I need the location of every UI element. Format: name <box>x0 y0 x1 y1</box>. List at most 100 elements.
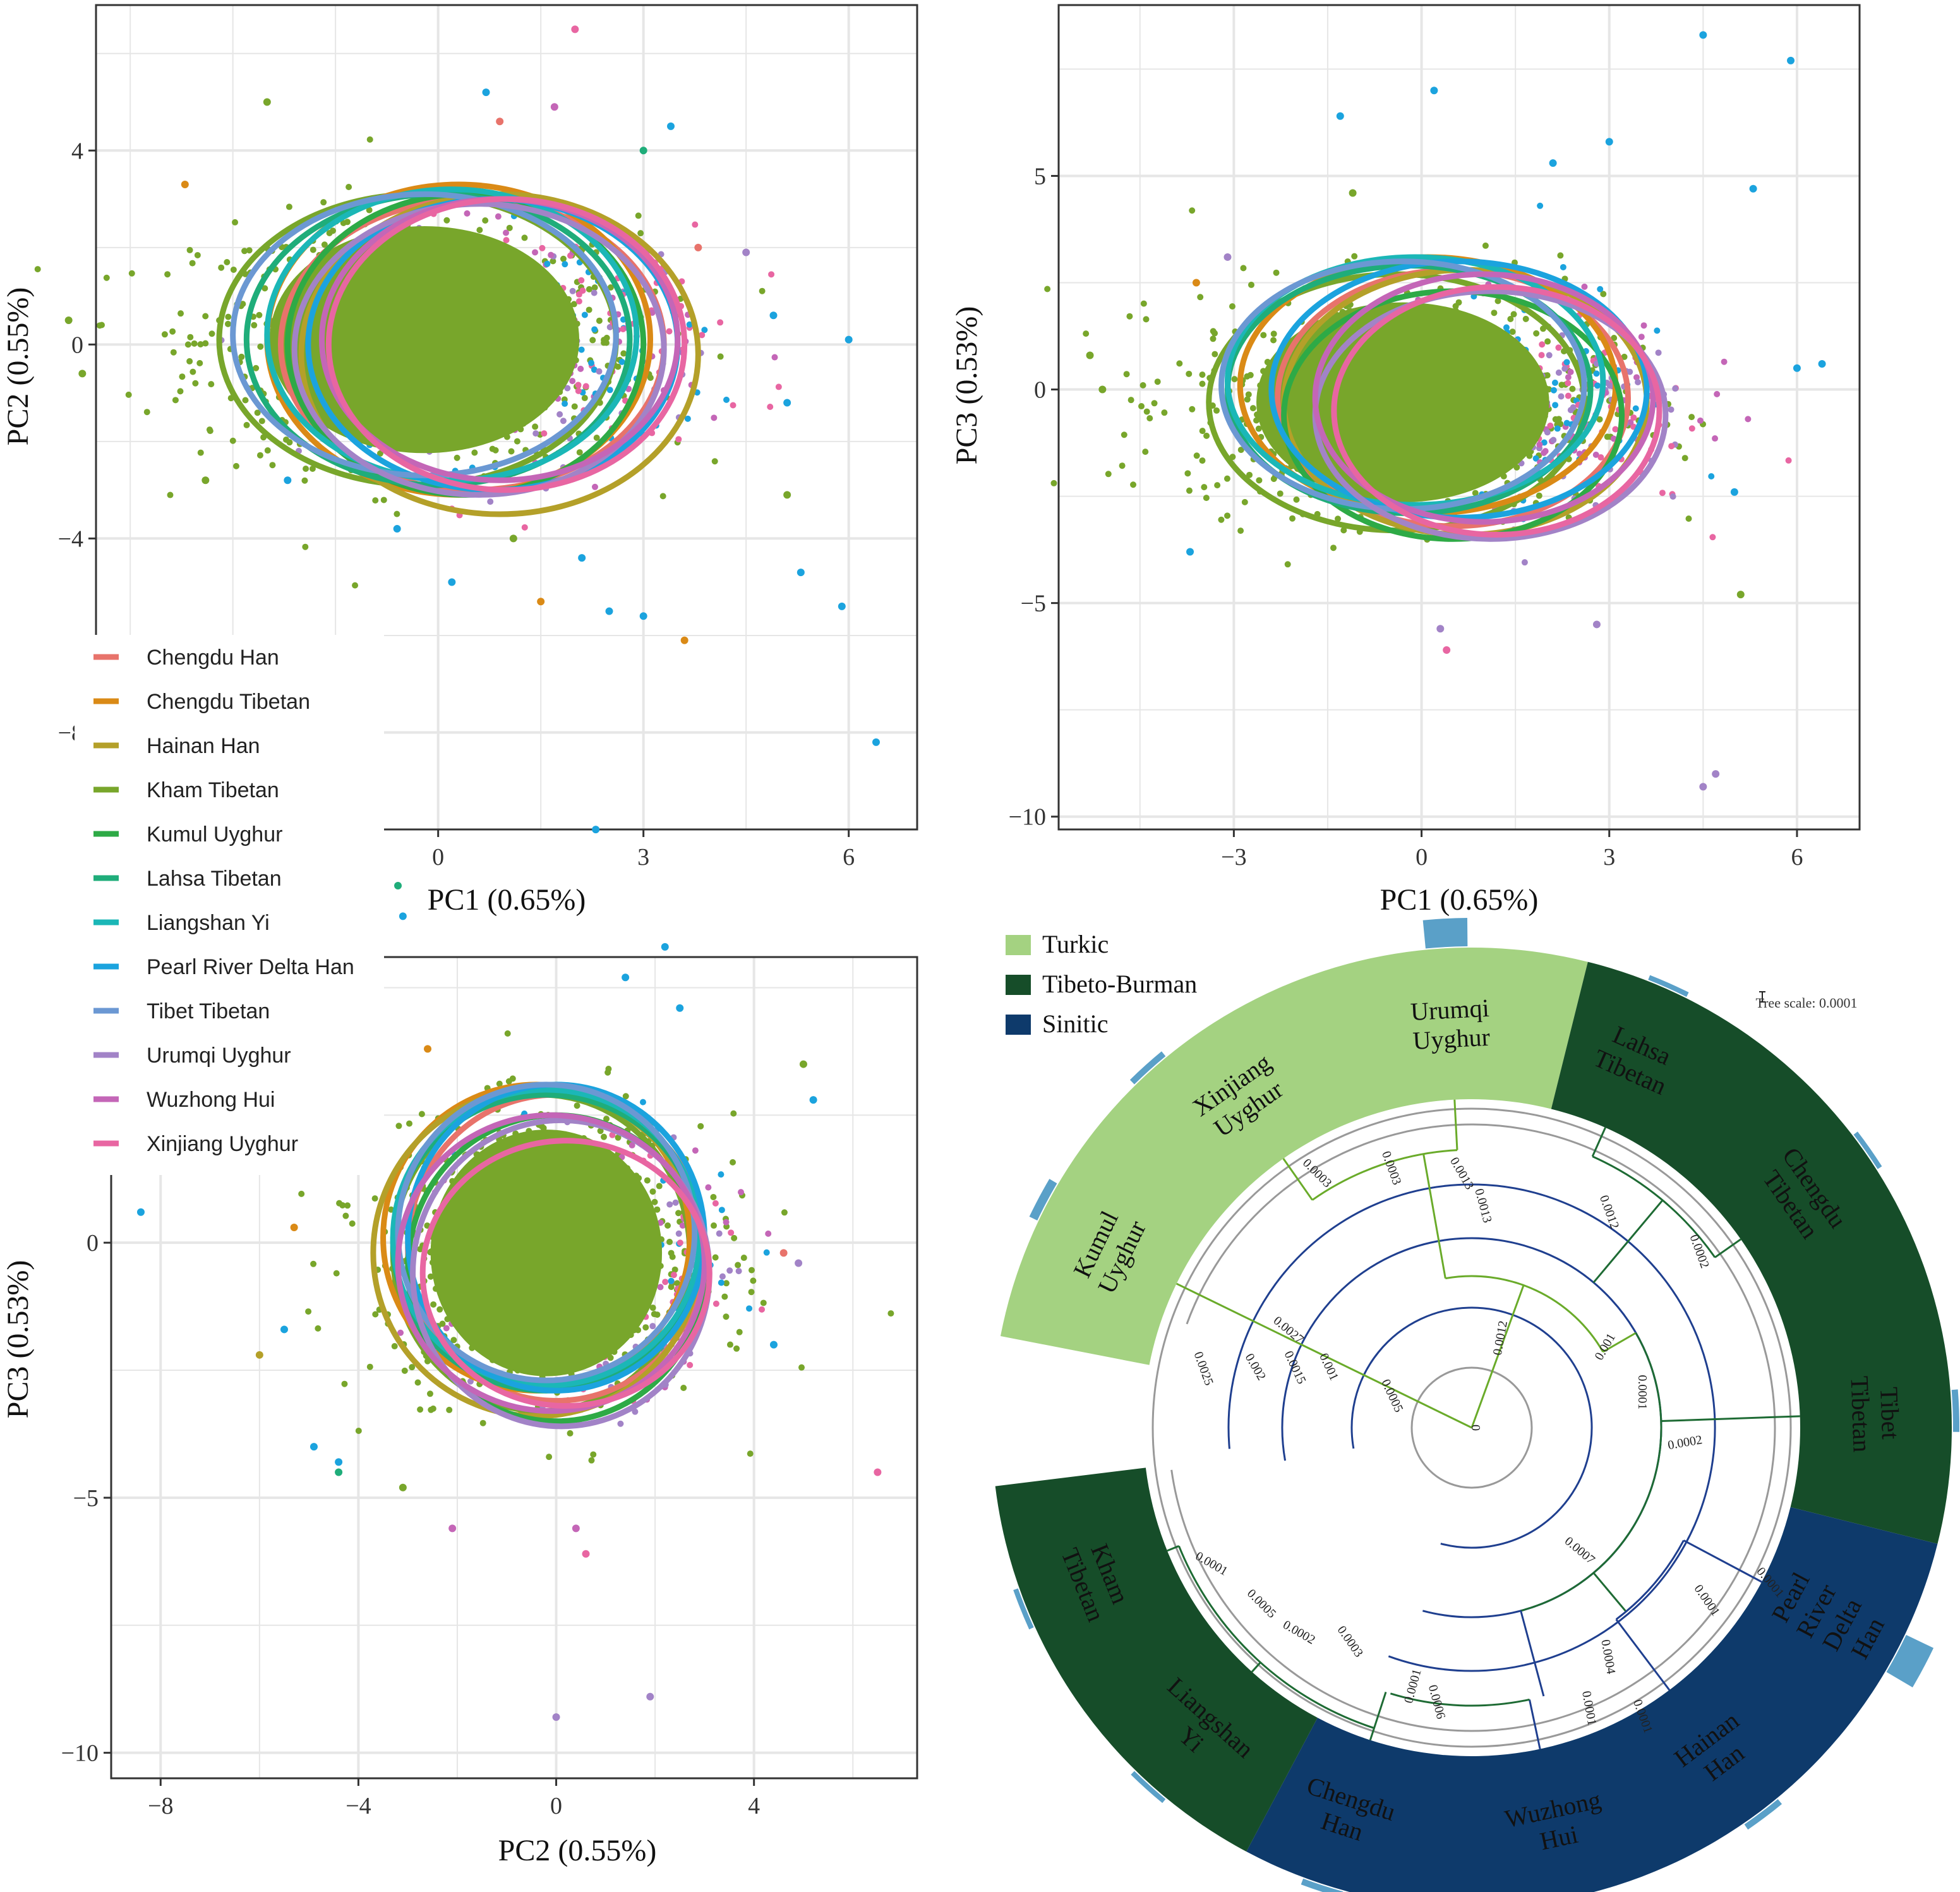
legend-label: Lahsa Tibetan <box>147 867 282 891</box>
sample-point <box>170 349 177 356</box>
sample-point <box>548 251 555 258</box>
sample-point <box>355 1427 362 1434</box>
sample-point <box>605 1066 612 1073</box>
sample-point <box>1594 382 1601 389</box>
sample-point <box>571 403 578 410</box>
pc2-pc3-x-axis-title: PC2 (0.55%) <box>498 1834 657 1867</box>
sample-point <box>771 354 778 361</box>
sample-point <box>1550 387 1557 394</box>
outlier-point <box>572 1524 580 1533</box>
sample-point <box>712 1254 719 1261</box>
outlier-point <box>779 1249 788 1257</box>
sample-point <box>1612 426 1619 433</box>
sample-point <box>723 396 730 403</box>
sample-point <box>1633 374 1640 381</box>
sample-point <box>637 230 644 237</box>
outlier-point <box>1712 770 1720 778</box>
sample-point <box>733 1345 740 1352</box>
sample-point <box>1210 328 1217 335</box>
sample-point <box>1213 407 1220 414</box>
sample-point <box>711 1222 718 1229</box>
sample-point <box>206 426 213 433</box>
sample-point <box>562 401 568 407</box>
sample-point <box>258 418 265 425</box>
sample-point <box>1558 382 1565 389</box>
sample-point <box>1709 534 1716 541</box>
sample-point <box>596 368 603 375</box>
outlier-point <box>676 1004 684 1012</box>
sample-point <box>726 1341 733 1348</box>
sample-point <box>1143 408 1150 415</box>
sample-point <box>1681 455 1688 462</box>
sample-point <box>495 213 502 220</box>
sample-point <box>505 1078 512 1085</box>
sample-point <box>738 1189 745 1196</box>
outlier-point <box>1699 783 1707 791</box>
pc2-pc3-scatter-panel: −8 −4 0 4 0 −5 −10 PC2 (0.55%) PC3 (0.53%) <box>1 826 918 1867</box>
sample-point <box>1688 414 1695 421</box>
outlier-point <box>1549 159 1557 167</box>
outlier-point <box>622 973 630 982</box>
sample-point <box>1229 303 1236 310</box>
outlier-point <box>1749 184 1757 193</box>
sample-point <box>730 1110 737 1117</box>
y-tick-label: 0 <box>71 332 83 358</box>
outlier-point <box>1349 189 1357 197</box>
sample-point <box>644 1177 651 1184</box>
sample-point <box>642 1324 649 1331</box>
sample-point <box>372 497 379 504</box>
sample-point <box>310 1260 317 1267</box>
sample-point <box>232 462 239 469</box>
sample-point <box>194 251 201 258</box>
sample-point <box>680 1385 687 1392</box>
leaf-label-line: Uyghur <box>1412 1023 1491 1055</box>
sample-point <box>588 1457 595 1464</box>
sample-point <box>1455 299 1462 306</box>
outlier-point <box>769 311 778 320</box>
sample-point <box>710 1193 717 1200</box>
sample-point <box>735 1268 742 1275</box>
sample-point <box>657 1284 664 1291</box>
sample-point <box>186 246 193 253</box>
legend-label: Tibet Tibetan <box>147 999 270 1023</box>
sample-point <box>1537 202 1544 209</box>
sample-point <box>666 328 673 335</box>
legend-label: Chengdu Han <box>147 646 279 670</box>
sample-point <box>705 1184 712 1191</box>
sample-point <box>1130 481 1137 488</box>
sample-point <box>736 1329 743 1335</box>
sample-point <box>1351 253 1358 260</box>
outlier-point <box>1186 548 1194 556</box>
sample-point <box>728 1229 735 1236</box>
sample-point <box>1547 422 1554 429</box>
sample-point <box>430 1301 437 1308</box>
sample-point <box>161 331 168 338</box>
sample-point <box>711 458 718 465</box>
sample-point <box>239 301 246 308</box>
sample-point <box>659 493 666 500</box>
outlier-point <box>1787 56 1795 64</box>
sample-point <box>1567 368 1574 375</box>
sample-point <box>310 246 316 253</box>
sample-point <box>1189 207 1196 214</box>
sample-point <box>656 1183 663 1190</box>
leaf-label-line: Urumqi <box>1410 994 1490 1026</box>
sample-point <box>1544 338 1551 345</box>
pc1-pc2-panel-border <box>95 4 918 831</box>
outlier-point <box>799 1060 807 1068</box>
sample-point <box>1596 416 1603 423</box>
sample-point <box>409 1364 416 1371</box>
sample-point <box>1509 328 1516 335</box>
legend-label: Kumul Uyghur <box>147 822 282 847</box>
sample-point <box>591 284 598 291</box>
sample-point <box>1640 322 1647 329</box>
outlier-point <box>872 738 880 746</box>
sample-point <box>1561 365 1568 372</box>
sample-point <box>1593 370 1600 377</box>
outlier-point <box>181 181 189 189</box>
sample-point <box>765 1230 772 1237</box>
sample-point <box>692 221 699 228</box>
sample-point <box>556 411 563 418</box>
outlier-point <box>448 578 456 586</box>
